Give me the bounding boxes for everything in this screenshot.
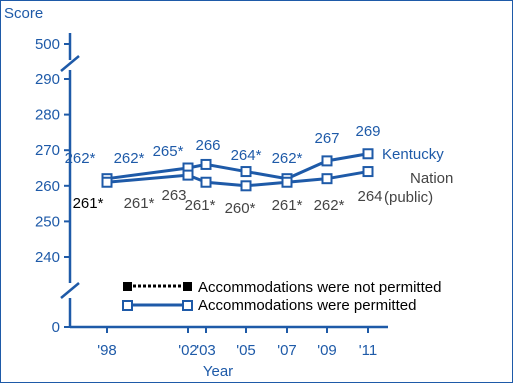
y-tick-label: 0 [52, 319, 60, 336]
y-tick-labels: 0 240 250 260 270 280 290 500 [35, 36, 60, 336]
point-label: 264* [231, 147, 262, 164]
point-label: 265* [153, 143, 184, 160]
marker-permitted [240, 166, 252, 178]
legend-marker-not-permitted [123, 282, 132, 291]
x-tick-label: '98 [97, 342, 117, 359]
marker-permitted [281, 176, 293, 188]
point-label: 269 [355, 123, 380, 140]
y-tick-label: 260 [35, 178, 60, 195]
axes [60, 33, 388, 333]
x-tick-label: '09 [317, 342, 337, 359]
marker-permitted [182, 169, 194, 181]
point-label: 261* [185, 197, 216, 214]
marker-permitted [200, 158, 212, 170]
y-tick-label: 280 [35, 107, 60, 124]
x-tick-label: '05 [236, 342, 256, 359]
point-label: 261* [124, 195, 155, 212]
series-label-nation: Nation [410, 170, 453, 187]
marker-permitted [101, 176, 113, 188]
legend-marker-permitted [182, 300, 193, 311]
marker-permitted [200, 176, 212, 188]
marker-permitted [362, 166, 374, 178]
point-label: 261* [73, 195, 104, 212]
x-tick-label: '07 [277, 342, 297, 359]
x-tick-labels: '98 '02'03 '05 '07 '09 '11 [97, 342, 377, 359]
point-label: 260* [225, 200, 256, 217]
legend-marker-permitted [122, 300, 133, 311]
legend-marker-not-permitted [183, 282, 192, 291]
y-tick-label: 270 [35, 142, 60, 159]
x-tick-label: '02 [178, 342, 198, 359]
y-tick-label: 500 [35, 36, 60, 53]
point-label: 266 [195, 137, 220, 154]
x-tick-label: '11 [359, 342, 377, 359]
axis-break-top [60, 55, 80, 72]
marker-permitted [362, 148, 374, 160]
legend-label-not-permitted: Accommodations were not permitted [198, 279, 441, 296]
point-label: 262* [114, 150, 145, 167]
point-label: 263 [161, 187, 186, 204]
series-labels: Kentucky Nation (public) [382, 146, 453, 206]
y-tick-label: 250 [35, 213, 60, 230]
legend: Accommodations were not permittedAccommo… [122, 279, 441, 314]
point-label: 261* [272, 197, 303, 214]
series-label-nation-sub: (public) [384, 189, 433, 206]
marker-permitted [240, 180, 252, 192]
series-label-kentucky: Kentucky [382, 146, 444, 163]
x-tick-label: '03 [196, 342, 216, 359]
point-label: 267 [314, 130, 339, 147]
legend-label-permitted: Accommodations were permitted [198, 297, 416, 314]
y-tick-label: 290 [35, 71, 60, 88]
y-axis-title: Score [4, 5, 43, 22]
axis-break-bottom [60, 282, 80, 299]
y-tick-label: 240 [35, 249, 60, 266]
point-label: 262* [65, 150, 96, 167]
marker-permitted [321, 173, 333, 185]
point-label: 264 [357, 188, 382, 205]
marker-permitted [321, 155, 333, 167]
point-label: 262* [272, 150, 303, 167]
x-axis-title: Year [203, 363, 233, 380]
series-markers [101, 148, 374, 192]
point-label: 262* [314, 197, 345, 214]
